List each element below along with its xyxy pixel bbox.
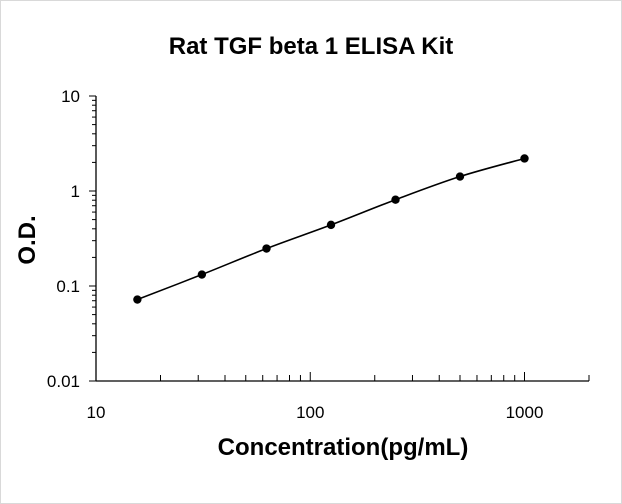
chart-title: Rat TGF beta 1 ELISA Kit [169,33,453,60]
tick-labels: 0.01 0.1 1 10 10 100 1000 [47,87,544,422]
data-point [520,154,529,163]
x-tick-label: 100 [296,403,324,422]
data-point [197,270,207,279]
x-tick-label: 10 [87,403,106,422]
x-tick-label: 1000 [506,403,544,422]
y-tick-label: 10 [61,87,80,106]
x-axis-title: Concentration(pg/mL) [218,434,469,461]
data-point [262,244,271,253]
y-tick-label: 1 [71,182,80,201]
data-point [391,195,400,204]
y-tick-label: 0.01 [47,372,80,391]
plot-axes [95,96,589,382]
data-point [133,295,142,304]
data-point [326,220,336,230]
y-tick-label: 0.1 [56,277,80,296]
points-layer [133,154,529,304]
data-point [455,172,465,181]
tick-marks [89,95,590,382]
y-axis-title: O.D. [14,215,41,264]
